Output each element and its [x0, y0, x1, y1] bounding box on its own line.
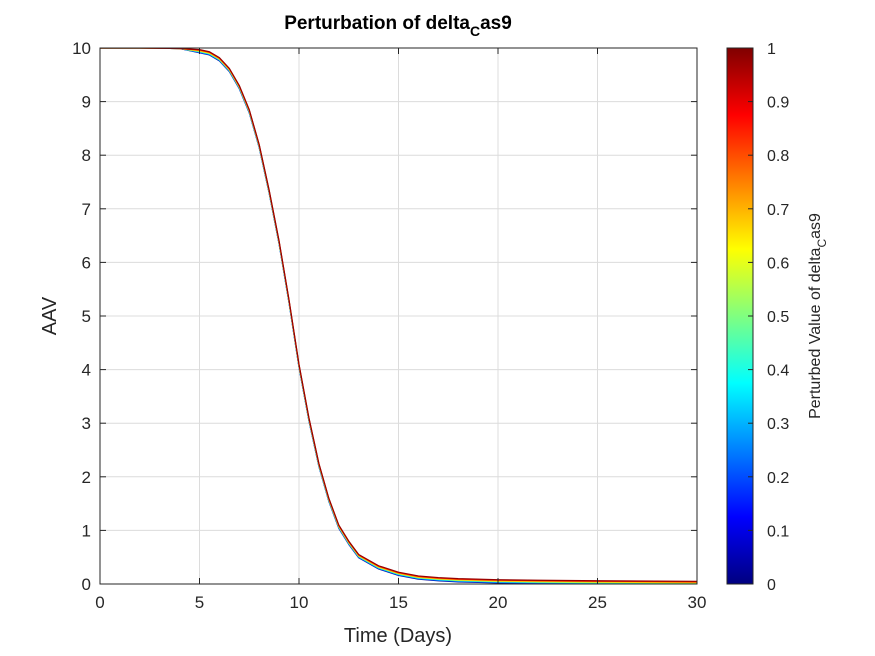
colorbar-tick-label: 0.5 [767, 309, 789, 326]
colorbar-ticks: 0 0.1 0.2 0.3 0.4 0.5 0.6 0.7 0.8 0.9 1 [748, 41, 789, 594]
x-tick-label: 15 [389, 593, 408, 612]
y-axis-ticks: 0 1 2 3 4 5 6 7 8 9 10 [72, 39, 697, 594]
series-line [100, 48, 697, 582]
y-tick-label: 9 [82, 93, 91, 112]
y-tick-label: 6 [82, 253, 91, 272]
chart-title-main: Perturbation of delta [284, 13, 470, 34]
x-tick-label: 30 [688, 593, 707, 612]
x-tick-label: 0 [95, 593, 104, 612]
colorbar-label-suffix: as9 [807, 213, 824, 239]
colorbar-tick-label: 0.1 [767, 523, 789, 540]
grid-lines [100, 48, 697, 584]
x-tick-label: 20 [489, 593, 508, 612]
x-axis-ticks: 0 5 10 15 20 25 30 [95, 48, 706, 612]
chart-title-suffix: as9 [480, 13, 512, 34]
y-tick-label: 1 [82, 521, 91, 540]
colorbar-tick-label: 0.8 [767, 148, 789, 165]
x-tick-label: 5 [195, 593, 204, 612]
colorbar-label-subscript: C [815, 239, 829, 248]
chart-title: Perturbation of deltaCas9 [284, 13, 512, 39]
colorbar-tick-label: 1 [767, 41, 776, 58]
y-tick-label: 10 [72, 39, 91, 58]
chart-title-subscript: C [470, 23, 480, 39]
y-tick-label: 4 [82, 361, 91, 380]
colorbar-label-main: Perturbed Value of delta [807, 247, 824, 418]
series-lines [100, 48, 697, 584]
colorbar-tick-label: 0.4 [767, 363, 789, 380]
colorbar-label: Perturbed Value of deltaCas9 [807, 213, 829, 419]
colorbar-tick-label: 0.6 [767, 255, 789, 272]
x-tick-label: 10 [290, 593, 309, 612]
colorbar-tick-label: 0.3 [767, 416, 789, 433]
y-tick-label: 3 [82, 414, 91, 433]
colorbar-tick-label: 0.9 [767, 95, 789, 112]
x-axis-label: Time (Days) [344, 625, 452, 647]
y-tick-label: 0 [82, 575, 91, 594]
colorbar-tick-label: 0.7 [767, 202, 789, 219]
x-tick-label: 25 [588, 593, 607, 612]
y-tick-label: 8 [82, 146, 91, 165]
y-tick-label: 2 [82, 468, 91, 487]
y-tick-label: 7 [82, 200, 91, 219]
colorbar-tick-label: 0 [767, 577, 776, 594]
colorbar-tick-label: 0.2 [767, 470, 789, 487]
y-tick-label: 5 [82, 307, 91, 326]
y-axis-label: AAV [39, 296, 61, 335]
